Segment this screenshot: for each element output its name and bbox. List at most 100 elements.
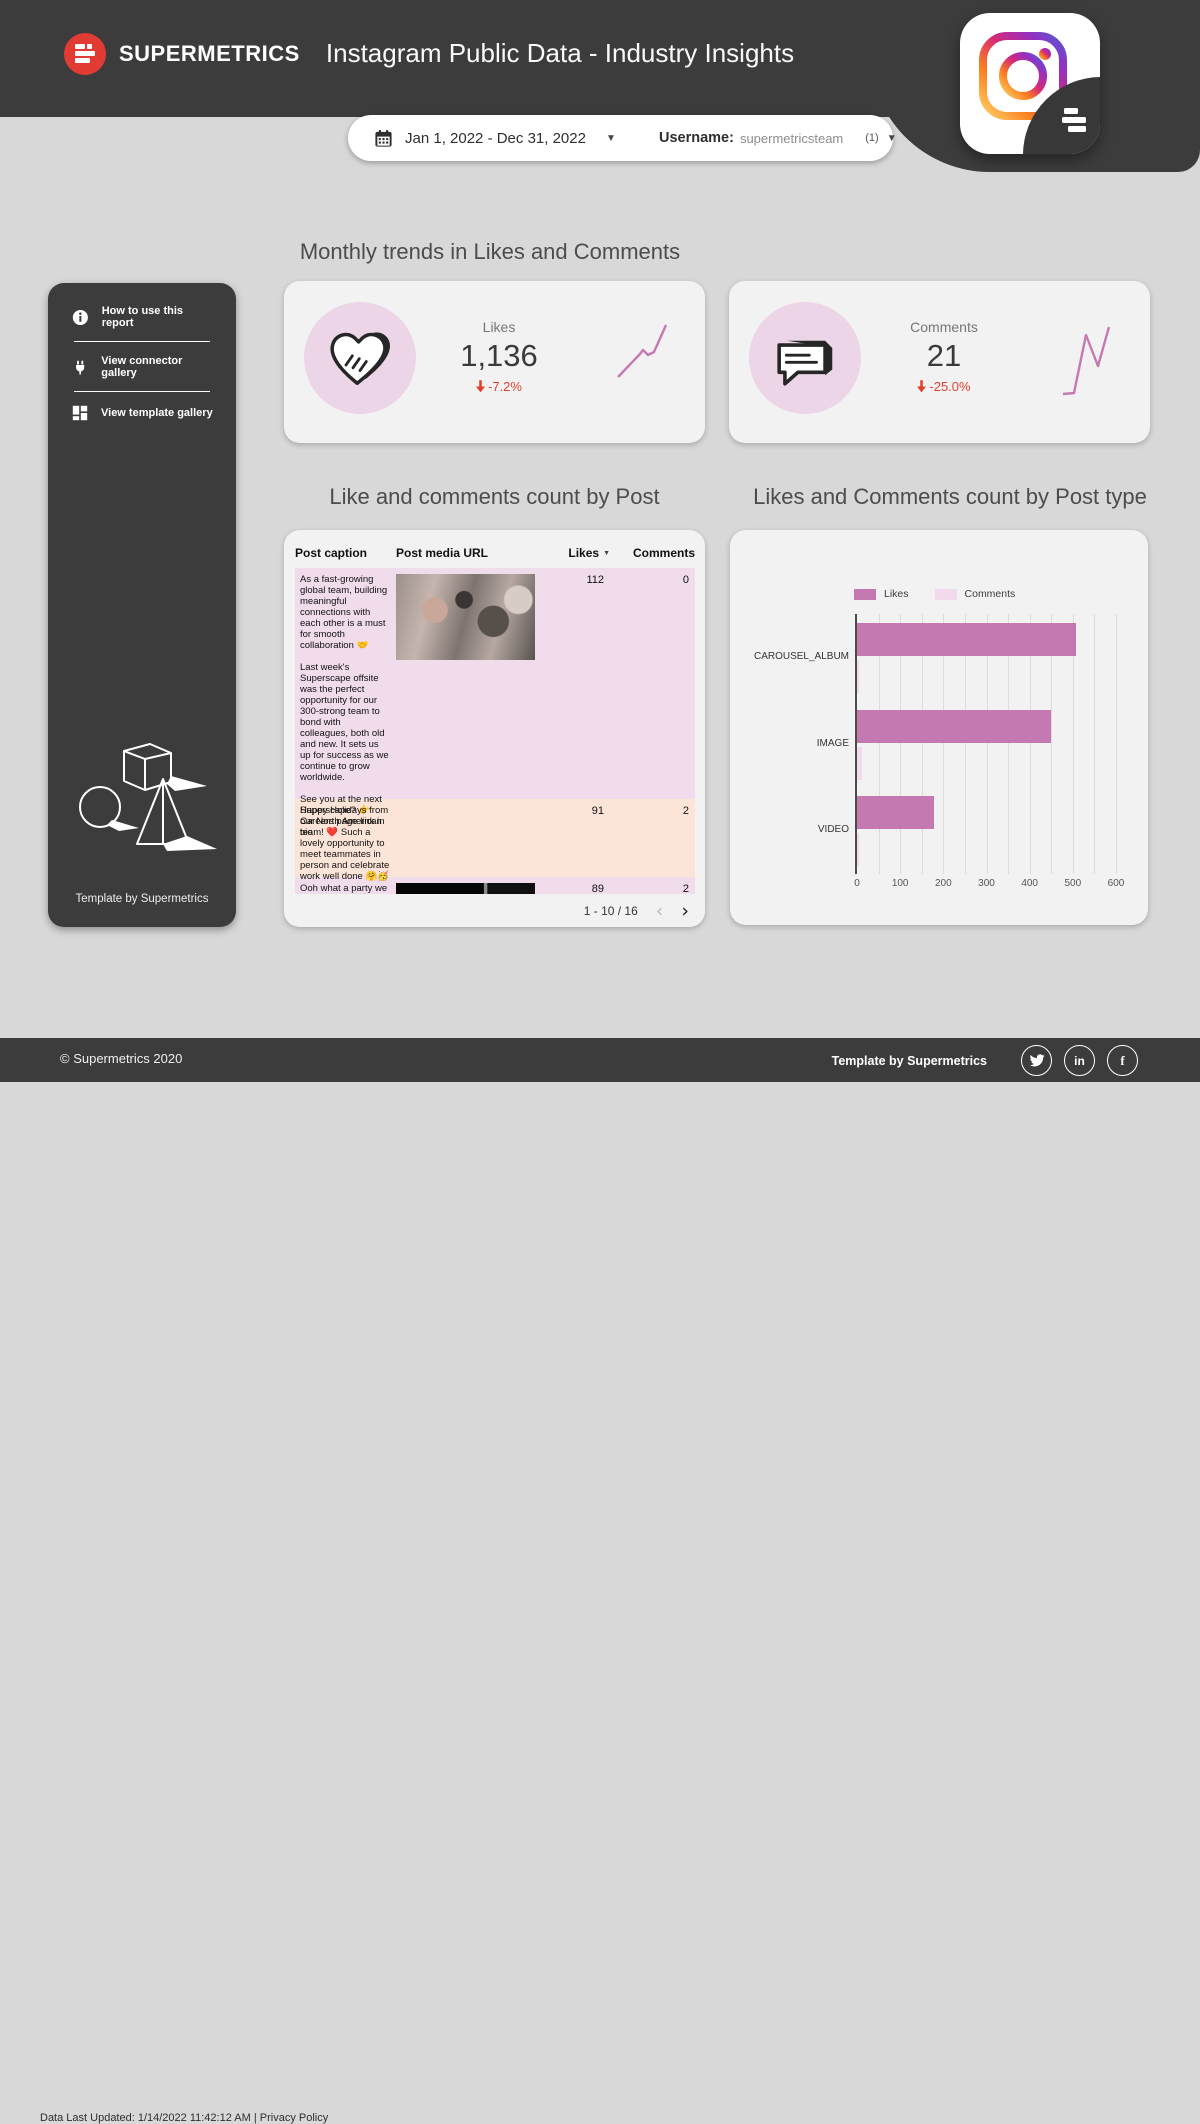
plug-icon xyxy=(76,360,85,374)
chart-band-video: VIDEO xyxy=(818,787,1125,873)
bar-likes-carousel_album xyxy=(857,623,1077,656)
bar-likes-image xyxy=(857,709,1052,743)
gridline xyxy=(1029,614,1031,874)
sidebar-item-how-to-use[interactable]: How to use this report xyxy=(48,283,236,341)
date-range-picker[interactable]: Jan 1, 2022 - Dec 31, 2022 ▼ xyxy=(348,129,637,148)
linkedin-icon[interactable]: in xyxy=(1064,1045,1095,1076)
x-tick-label: 200 xyxy=(934,878,952,889)
bar-comments-image xyxy=(857,746,863,780)
username-label: Username: xyxy=(659,130,734,146)
legend-item-comments: Comments xyxy=(934,588,1016,600)
gridline xyxy=(921,614,923,874)
x-tick-label: 100 xyxy=(891,878,909,889)
comments-icon-circle xyxy=(749,302,861,414)
x-tick-label: 400 xyxy=(1021,878,1038,889)
gridline xyxy=(878,614,880,874)
metric-value: 21 xyxy=(926,338,962,373)
comment-icon xyxy=(777,340,833,386)
post-type-chart-card: Likes Comments CAROUSEL_ALBUM IMAGE VIDEO 0… xyxy=(730,530,1148,925)
page-footer: © Supermetrics 2020 Template by Supermet… xyxy=(0,1038,1200,2124)
sidebar-divider xyxy=(74,391,210,392)
grid-icon xyxy=(72,405,88,421)
posts-table-card: Post caption Post media URL Likes ▼ Comme… xyxy=(284,530,705,927)
supermetrics-brand: SUPERMETRICS xyxy=(64,33,300,75)
legend-swatch xyxy=(934,588,957,600)
info-icon xyxy=(72,309,88,325)
category-label: VIDEO xyxy=(817,824,849,836)
category-label: IMAGE xyxy=(816,737,849,749)
down-arrow-icon xyxy=(476,380,486,393)
sidebar-footer-label: Template by Supermetrics xyxy=(75,893,209,905)
metric-label: Likes xyxy=(482,319,516,335)
legend-label: Comments xyxy=(964,588,1016,600)
caret-down-icon: ▼ xyxy=(605,132,616,144)
x-tick-label: 300 xyxy=(978,878,995,889)
metric-delta: -25.0% xyxy=(869,379,1019,394)
sidebar-divider xyxy=(74,341,210,342)
scorecard-likes: Likes 1,136 -7.2% xyxy=(284,281,705,443)
down-arrow-icon xyxy=(917,380,927,393)
post-media-empty xyxy=(396,799,538,886)
pagination-next-icon[interactable]: › xyxy=(681,899,689,922)
sidebar-item-label: View connector gallery xyxy=(101,355,183,379)
column-header-likes[interactable]: Likes ▼ xyxy=(568,546,610,560)
comments-value: 2 xyxy=(682,805,689,817)
table-body: As a fast-growing global team, building … xyxy=(295,568,695,894)
bar-likes-video xyxy=(857,796,934,830)
sort-desc-icon: ▼ xyxy=(603,550,610,557)
category-label: CAROUSEL_ALBUM xyxy=(753,651,849,662)
x-axis-ticks: 0 100 200 300 400 500 600 xyxy=(854,878,1125,894)
instagram-badge xyxy=(960,13,1100,154)
section-title-trends: Monthly trends in Likes and Comments xyxy=(299,239,681,264)
table-row: As a fast-growing global team, building … xyxy=(295,568,695,838)
supermetrics-logo-icon xyxy=(64,33,106,75)
gridline xyxy=(1072,614,1074,874)
legend-label: Likes xyxy=(884,588,909,600)
pagination-range: 1 - 10 / 16 xyxy=(583,904,638,918)
post-caption: Happy Holidays from our North American t… xyxy=(300,805,390,883)
brand-wordmark: SUPERMETRICS xyxy=(119,41,300,66)
gridline xyxy=(900,614,902,874)
twitter-icon[interactable] xyxy=(1021,1045,1052,1076)
gridline xyxy=(986,614,988,874)
footer-template-label: Template by Supermetrics xyxy=(831,1053,987,1068)
metric-delta: -7.2% xyxy=(424,379,574,394)
table-row: Ooh what a party we had last night 🎉 89 2 xyxy=(295,877,695,894)
post-caption: As a fast-growing global team, building … xyxy=(300,574,389,839)
gridline xyxy=(943,614,945,874)
sidebar-item-label: How to use this report xyxy=(101,305,184,329)
x-tick-label: 0 xyxy=(854,878,860,889)
gridline xyxy=(1008,614,1010,874)
x-tick-label: 500 xyxy=(1064,878,1082,889)
chart-band-carousel_album: CAROUSEL_ALBUM xyxy=(754,614,1125,700)
column-header-comments[interactable]: Comments xyxy=(632,546,695,560)
instagram-logo-icon xyxy=(979,32,1067,120)
username-value: supermetricsteam xyxy=(739,130,844,146)
sidebar-item-template-gallery[interactable]: View template gallery xyxy=(48,392,236,433)
date-range-value: Jan 1, 2022 - Dec 31, 2022 xyxy=(405,129,586,147)
chart-legend: Likes Comments xyxy=(854,588,1148,600)
likes-value: 112 xyxy=(586,574,604,586)
post-media-thumbnail xyxy=(396,574,535,660)
post-media-thumbnail xyxy=(396,883,535,894)
gridline xyxy=(964,614,966,874)
pagination-prev-icon[interactable]: ‹ xyxy=(655,899,664,922)
metric-label: Comments xyxy=(910,319,978,335)
username-filter[interactable]: Username: supermetricsteam (1) ▼ xyxy=(637,130,897,146)
section-title-table: Like and comments count by Post xyxy=(329,484,660,509)
comments-value: 2 xyxy=(682,883,689,894)
column-header-media[interactable]: Post media URL xyxy=(396,546,489,560)
page-title: Instagram Public Data - Industry Insight… xyxy=(325,38,795,68)
heart-icon xyxy=(330,332,390,385)
sidebar-item-connector-gallery[interactable]: View connector gallery xyxy=(48,342,236,391)
likes-icon-circle xyxy=(304,302,416,414)
likes-value: 91 xyxy=(591,805,604,817)
section-title-chart: Likes and Comments count by Post type xyxy=(753,484,1147,509)
chart-band-image: IMAGE xyxy=(817,701,1125,787)
geometric-shapes-illustration xyxy=(79,743,217,851)
facebook-icon[interactable]: f xyxy=(1107,1045,1138,1076)
bar-comments-video xyxy=(857,833,860,867)
column-header-caption[interactable]: Post caption xyxy=(295,546,368,560)
likes-sparkline xyxy=(617,324,668,378)
table-row: Happy Holidays from our North American t… xyxy=(295,799,695,882)
